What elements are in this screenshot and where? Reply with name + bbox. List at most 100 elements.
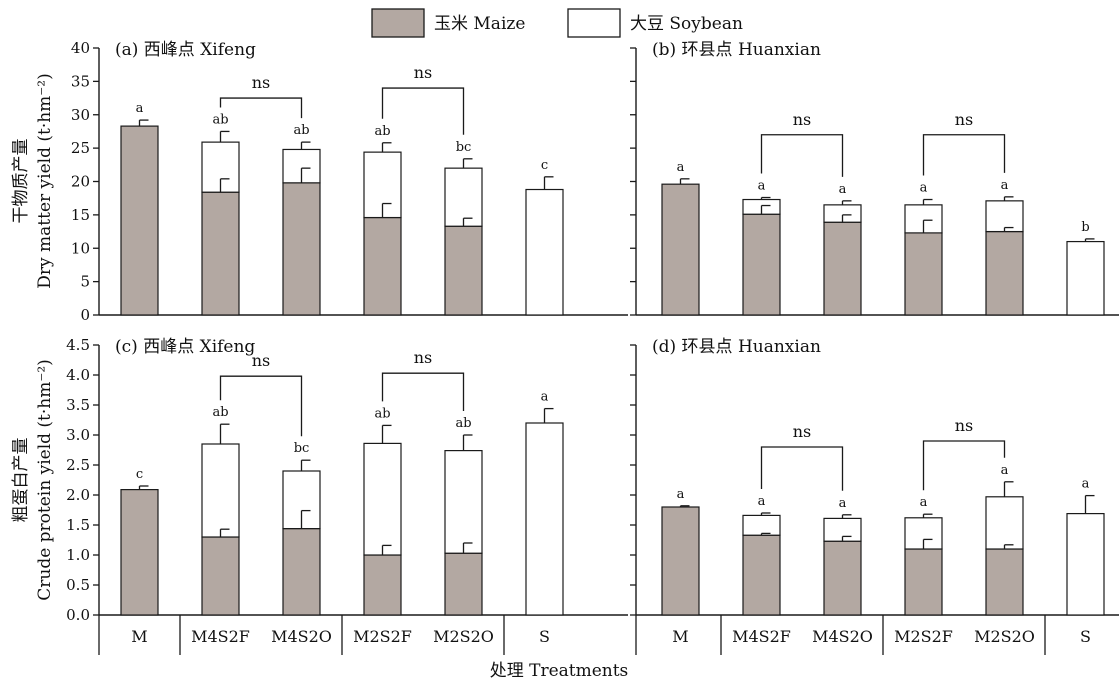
bar-soybean-b — [1066, 240, 1105, 316]
category-axis: M M4S2F M4S2O M2S2F M2S2O S M M4S2F M4S2O M2S2F M2… — [98, 615, 1091, 655]
category-label: M2S2F — [894, 627, 953, 646]
category-label: M4S2O — [271, 627, 332, 646]
category-label: S — [539, 627, 550, 646]
bar-maize-a — [120, 125, 159, 316]
panel-a: 0 5 10 15 20 25 30 35 40 (a) 西峰点 Xifeng a ab ab ab bc c… — [71, 39, 628, 324]
ylabel-bottom-cn: 粗蛋白产量 — [11, 438, 31, 523]
ylabel-bottom-en: Crude protein yield (t·hm⁻²) — [35, 359, 55, 601]
sig-letter-c: ab — [212, 405, 228, 420]
ns-label-b: ns — [955, 110, 974, 129]
sig-letter-c: bc — [294, 441, 310, 456]
bar-maize-c — [282, 527, 321, 616]
sig-letter-c: ab — [455, 416, 471, 431]
panel-d: (d) 环县点 Huanxian a a a a a a ns ns — [630, 337, 1119, 616]
bar-maize-a — [363, 216, 402, 316]
category-label: M4S2F — [732, 627, 791, 646]
category-label: M — [131, 627, 147, 646]
bar-maize-d — [742, 534, 781, 616]
category-label: M2S2F — [353, 627, 412, 646]
y-tick-label-a: 15 — [71, 206, 90, 224]
sig-letter-b: a — [839, 182, 847, 197]
bar-maize-d — [985, 548, 1024, 616]
sig-letter-a: bc — [456, 140, 472, 155]
bar-maize-c — [444, 552, 483, 616]
category-label: M2S2O — [974, 627, 1035, 646]
ns-bracket-b — [760, 134, 844, 177]
y-tick-label-a: 0 — [80, 306, 90, 324]
sig-letter-a: ab — [293, 123, 309, 138]
bar-maize-a — [444, 225, 483, 316]
ns-bracket-c — [381, 372, 465, 411]
sig-letter-d: a — [758, 494, 766, 509]
sig-letter-a: c — [541, 158, 548, 173]
bar-soybean-a — [525, 188, 564, 316]
sig-letter-c: c — [136, 467, 143, 482]
ns-bracket-d — [760, 446, 844, 491]
ns-label-c: ns — [252, 351, 271, 370]
category-label: M4S2O — [812, 627, 873, 646]
y-tick-label-a: 25 — [71, 139, 90, 157]
sig-letter-b: a — [758, 179, 766, 194]
ns-bracket-a — [219, 97, 303, 119]
bar-maize-a — [282, 182, 321, 316]
xlabel: 处理 Treatments — [490, 661, 629, 681]
sig-letter-d: a — [677, 487, 685, 502]
ylabel-bottom: 粗蛋白产量 Crude protein yield (t·hm⁻²) — [11, 359, 55, 601]
bar-maize-c — [363, 554, 402, 616]
y-tick-label-c: 1.0 — [66, 546, 90, 564]
ns-bracket-c — [219, 375, 303, 437]
bar-soybean-a — [444, 167, 483, 227]
y-tick-label-c: 4.5 — [66, 336, 90, 354]
bar-soybean-d — [742, 514, 781, 536]
y-tick-label-a: 10 — [71, 239, 90, 257]
sig-letter-d: a — [920, 495, 928, 510]
y-tick-label-a: 5 — [80, 273, 90, 291]
sig-letter-b: b — [1081, 220, 1089, 235]
ns-label-d: ns — [955, 416, 974, 435]
bar-soybean-c — [444, 450, 483, 554]
panel-c: 0.0 0.5 1.0 1.5 2.0 2.5 3.0 3.5 4.0 4.5 (c) 西峰点 Xi… — [66, 336, 628, 624]
panel-title-b: (b) 环县点 Huanxian — [652, 40, 821, 60]
category-label: M2S2O — [433, 627, 494, 646]
ns-bracket-d — [922, 440, 1006, 491]
y-tick-label-a: 30 — [71, 106, 90, 124]
panel-title-c: (c) 西峰点 Xifeng — [115, 337, 255, 357]
panel-b: (b) 环县点 Huanxian a a a a a b ns ns — [630, 40, 1119, 316]
bar-maize-b — [904, 232, 943, 316]
legend-soybean-swatch — [567, 8, 621, 38]
ylabel-top: 干物质产量 Dry matter yield (t·hm⁻²) — [11, 73, 55, 288]
y-tick-label-a: 35 — [71, 72, 90, 90]
sig-letter-c: ab — [374, 406, 390, 421]
y-tick-label-c: 2.0 — [66, 486, 90, 504]
bar-soybean-c — [525, 422, 564, 616]
category-label: M4S2F — [191, 627, 250, 646]
panel-title-d: (d) 环县点 Huanxian — [652, 337, 821, 357]
sig-letter-b: a — [920, 181, 928, 196]
bar-maize-b — [661, 183, 700, 316]
ns-bracket-a — [381, 87, 465, 135]
ns-label-c: ns — [414, 348, 433, 367]
y-tick-label-c: 0.0 — [66, 606, 90, 624]
sig-letter-b: a — [1001, 178, 1009, 193]
sig-letter-b: a — [677, 160, 685, 175]
legend: 玉米 Maize 大豆 Soybean — [371, 8, 743, 38]
bar-maize-c — [120, 489, 159, 616]
ylabel-top-cn: 干物质产量 — [11, 139, 31, 224]
bar-maize-d — [661, 506, 700, 616]
bar-soybean-c — [201, 443, 240, 538]
y-tick-label-c: 2.5 — [66, 456, 90, 474]
sig-letter-d: a — [839, 496, 847, 511]
y-tick-label-c: 4.0 — [66, 366, 90, 384]
y-tick-label-c: 3.0 — [66, 426, 90, 444]
legend-maize-label: 玉米 Maize — [434, 14, 525, 34]
sig-letter-d: a — [1082, 477, 1090, 492]
sig-letter-d: a — [1001, 463, 1009, 478]
panel-title-a: (a) 西峰点 Xifeng — [115, 40, 256, 60]
bar-soybean-d — [985, 496, 1024, 550]
bar-maize-a — [201, 191, 240, 316]
category-label: M — [672, 627, 688, 646]
ns-label-b: ns — [793, 110, 812, 129]
ns-label-a: ns — [252, 73, 271, 92]
legend-soybean-label: 大豆 Soybean — [630, 14, 743, 34]
bar-maize-d — [904, 548, 943, 616]
